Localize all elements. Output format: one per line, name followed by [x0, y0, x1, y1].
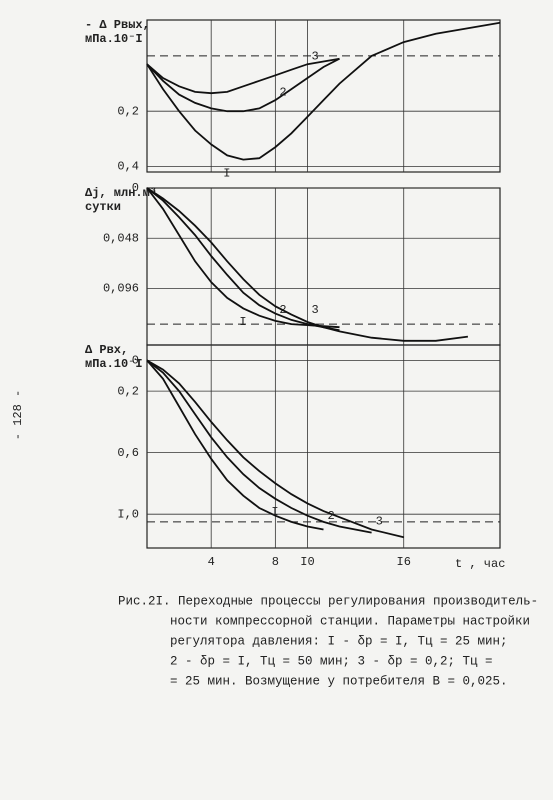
x-axis-label: t , час — [455, 557, 505, 571]
y-tick-label: 0 — [132, 354, 139, 368]
curve-label: 2 — [279, 85, 286, 99]
y-axis-label: - Δ Pвых, — [85, 18, 150, 32]
caption-line: ности компрессорной станции. Параметры н… — [170, 614, 530, 628]
curve — [146, 57, 340, 95]
y-axis-label: мПа.10⁻I — [85, 357, 143, 371]
caption-line: Рис.2I. Переходные процессы регулировани… — [118, 594, 538, 608]
y-tick-label: 0,048 — [103, 231, 139, 245]
plot-frame — [146, 19, 501, 173]
curve — [146, 187, 340, 332]
y-tick-label: I,0 — [117, 507, 139, 521]
y-tick-label: 0,2 — [117, 104, 139, 118]
curve — [146, 57, 340, 113]
plot-frame — [146, 344, 501, 549]
y-axis-label: Δj, млн.м³ — [85, 186, 157, 200]
curve — [146, 187, 340, 329]
curve — [146, 359, 372, 534]
x-tick-label: I0 — [300, 555, 314, 569]
curve-label: 3 — [311, 303, 318, 317]
curve — [146, 359, 404, 539]
curve-label: 3 — [311, 49, 318, 63]
x-tick-label: 4 — [208, 555, 215, 569]
y-tick-label: 0 — [132, 181, 139, 195]
y-tick-label: 0,4 — [117, 160, 139, 174]
curve-label: I — [271, 505, 278, 519]
caption-line: регулятора давления: I - δр = I, Тц = 25… — [170, 634, 508, 648]
curve-label: 2 — [328, 509, 335, 523]
x-tick-label: 8 — [272, 555, 279, 569]
page-number: - 128 - — [11, 390, 25, 440]
y-tick-label: 0,6 — [117, 446, 139, 460]
curve — [146, 187, 469, 342]
y-axis-label: сутки — [85, 200, 121, 214]
x-tick-label: I6 — [397, 555, 411, 569]
curve — [146, 359, 324, 531]
curve-label: I — [223, 167, 230, 181]
y-axis-label: мПа.10⁻I — [85, 32, 143, 46]
caption-line: = 25 мин. Возмущение у потребителя В = 0… — [170, 674, 508, 688]
curve-label: 3 — [376, 515, 383, 529]
y-axis-label: Δ Pвх, — [85, 343, 128, 357]
y-tick-label: 0,2 — [117, 384, 139, 398]
curve-label: I — [239, 315, 246, 329]
curve — [146, 21, 501, 161]
caption-line: 2 - δр = I, Тц = 50 мин; 3 - δр = 0,2; Т… — [170, 654, 493, 668]
y-tick-label: 0,096 — [103, 282, 139, 296]
